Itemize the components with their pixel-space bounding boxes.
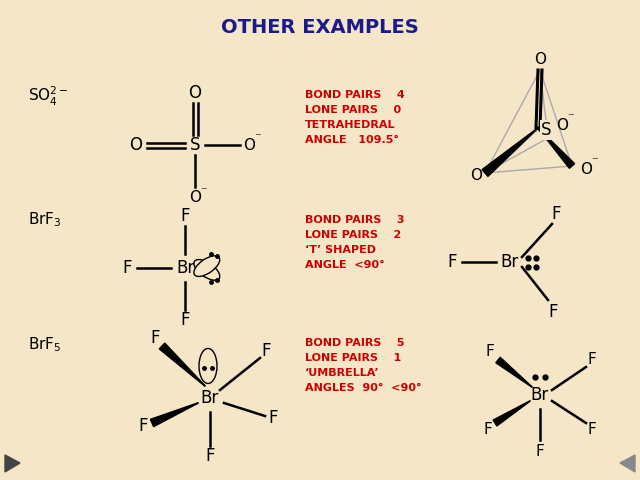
Text: OTHER EXAMPLES: OTHER EXAMPLES — [221, 18, 419, 37]
Text: ‘UMBRELLA’: ‘UMBRELLA’ — [305, 368, 380, 378]
Text: O: O — [470, 168, 482, 182]
Text: S: S — [541, 121, 551, 139]
Text: F: F — [484, 422, 492, 437]
Text: ⁻: ⁻ — [253, 132, 260, 144]
Text: LONE PAIRS    1: LONE PAIRS 1 — [305, 353, 401, 363]
Text: BOND PAIRS    5: BOND PAIRS 5 — [305, 338, 404, 348]
Polygon shape — [159, 343, 205, 386]
Polygon shape — [493, 401, 530, 426]
Text: O: O — [189, 84, 202, 102]
Text: F: F — [180, 207, 189, 225]
Text: F: F — [447, 253, 457, 271]
Text: O: O — [580, 163, 592, 178]
Text: BOND PAIRS    4: BOND PAIRS 4 — [305, 90, 404, 100]
Polygon shape — [482, 128, 538, 177]
Text: F: F — [268, 409, 278, 427]
Text: O: O — [534, 52, 546, 68]
Text: ANGLES  90°  <90°: ANGLES 90° <90° — [305, 383, 422, 393]
Ellipse shape — [199, 348, 217, 384]
Text: O: O — [129, 136, 143, 154]
Ellipse shape — [194, 256, 220, 276]
Text: ANGLE  <90°: ANGLE <90° — [305, 260, 385, 270]
Text: Br: Br — [201, 389, 219, 407]
Text: ANGLE   109.5°: ANGLE 109.5° — [305, 135, 399, 145]
Text: F: F — [588, 352, 596, 368]
Polygon shape — [496, 357, 532, 387]
Text: O: O — [243, 137, 255, 153]
Text: SO$_4^{2-}$: SO$_4^{2-}$ — [28, 85, 68, 108]
Text: LONE PAIRS    2: LONE PAIRS 2 — [305, 230, 401, 240]
Text: F: F — [588, 422, 596, 437]
Text: F: F — [486, 344, 494, 359]
Polygon shape — [5, 455, 20, 472]
Text: S: S — [189, 136, 200, 154]
Text: Br: Br — [176, 259, 194, 277]
Text: F: F — [551, 205, 561, 223]
Ellipse shape — [194, 260, 220, 280]
Text: F: F — [548, 303, 557, 321]
Polygon shape — [620, 455, 635, 472]
Text: ⁻: ⁻ — [200, 185, 206, 199]
Text: ⁻: ⁻ — [566, 111, 573, 124]
Text: Br: Br — [531, 386, 549, 404]
Text: TETRAHEDRAL: TETRAHEDRAL — [305, 120, 396, 130]
Text: BrF$_3$: BrF$_3$ — [28, 210, 61, 228]
Text: ⁻: ⁻ — [591, 156, 597, 168]
Polygon shape — [150, 403, 198, 427]
Text: BOND PAIRS    3: BOND PAIRS 3 — [305, 215, 404, 225]
Text: F: F — [180, 311, 189, 329]
Text: BrF$_5$: BrF$_5$ — [28, 335, 61, 354]
Text: O: O — [556, 119, 568, 133]
Text: O: O — [189, 190, 201, 204]
Text: LONE PAIRS    0: LONE PAIRS 0 — [305, 105, 401, 115]
Text: F: F — [138, 417, 148, 435]
Text: F: F — [261, 342, 271, 360]
Text: F: F — [122, 259, 132, 277]
Text: F: F — [150, 329, 160, 347]
Text: F: F — [205, 447, 215, 465]
Polygon shape — [538, 128, 575, 168]
Text: F: F — [536, 444, 545, 458]
Text: ‘T’ SHAPED: ‘T’ SHAPED — [305, 245, 376, 255]
Text: Br: Br — [501, 253, 519, 271]
